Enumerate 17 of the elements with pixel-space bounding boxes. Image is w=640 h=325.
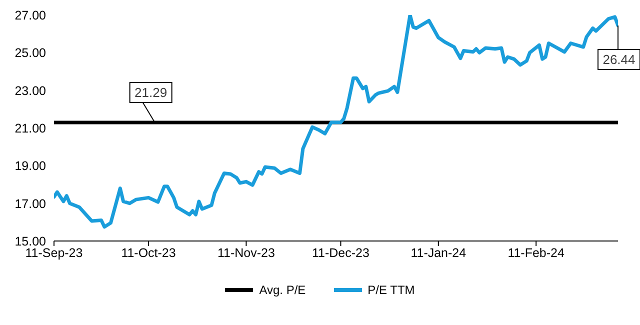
y-tick-label: 15.00 (14, 234, 46, 248)
annotation: 21.29 (134, 85, 168, 100)
y-tick-label: 27.00 (14, 8, 46, 22)
x-tick-label: 11-Jan-24 (410, 246, 466, 260)
x-tick-label: 11-Feb-24 (508, 246, 564, 260)
annotation: 26.44 (602, 52, 636, 68)
x-tick-label: 11-Sep-23 (25, 246, 83, 260)
legend-label: Avg. P/E (259, 283, 306, 297)
x-tick-label: 11-Oct-23 (121, 246, 176, 260)
x-tick-label: 11-Dec-23 (312, 246, 370, 260)
y-tick-label: 17.00 (14, 196, 46, 211)
x-tick-label: 11-Nov-23 (217, 246, 275, 260)
y-tick-label: 21.00 (14, 121, 46, 136)
y-tick-label: 25.00 (14, 46, 46, 60)
y-tick-label: 19.00 (14, 159, 46, 174)
legend-label: P/E TTM (368, 283, 415, 297)
y-tick-label: 23.00 (14, 84, 46, 98)
